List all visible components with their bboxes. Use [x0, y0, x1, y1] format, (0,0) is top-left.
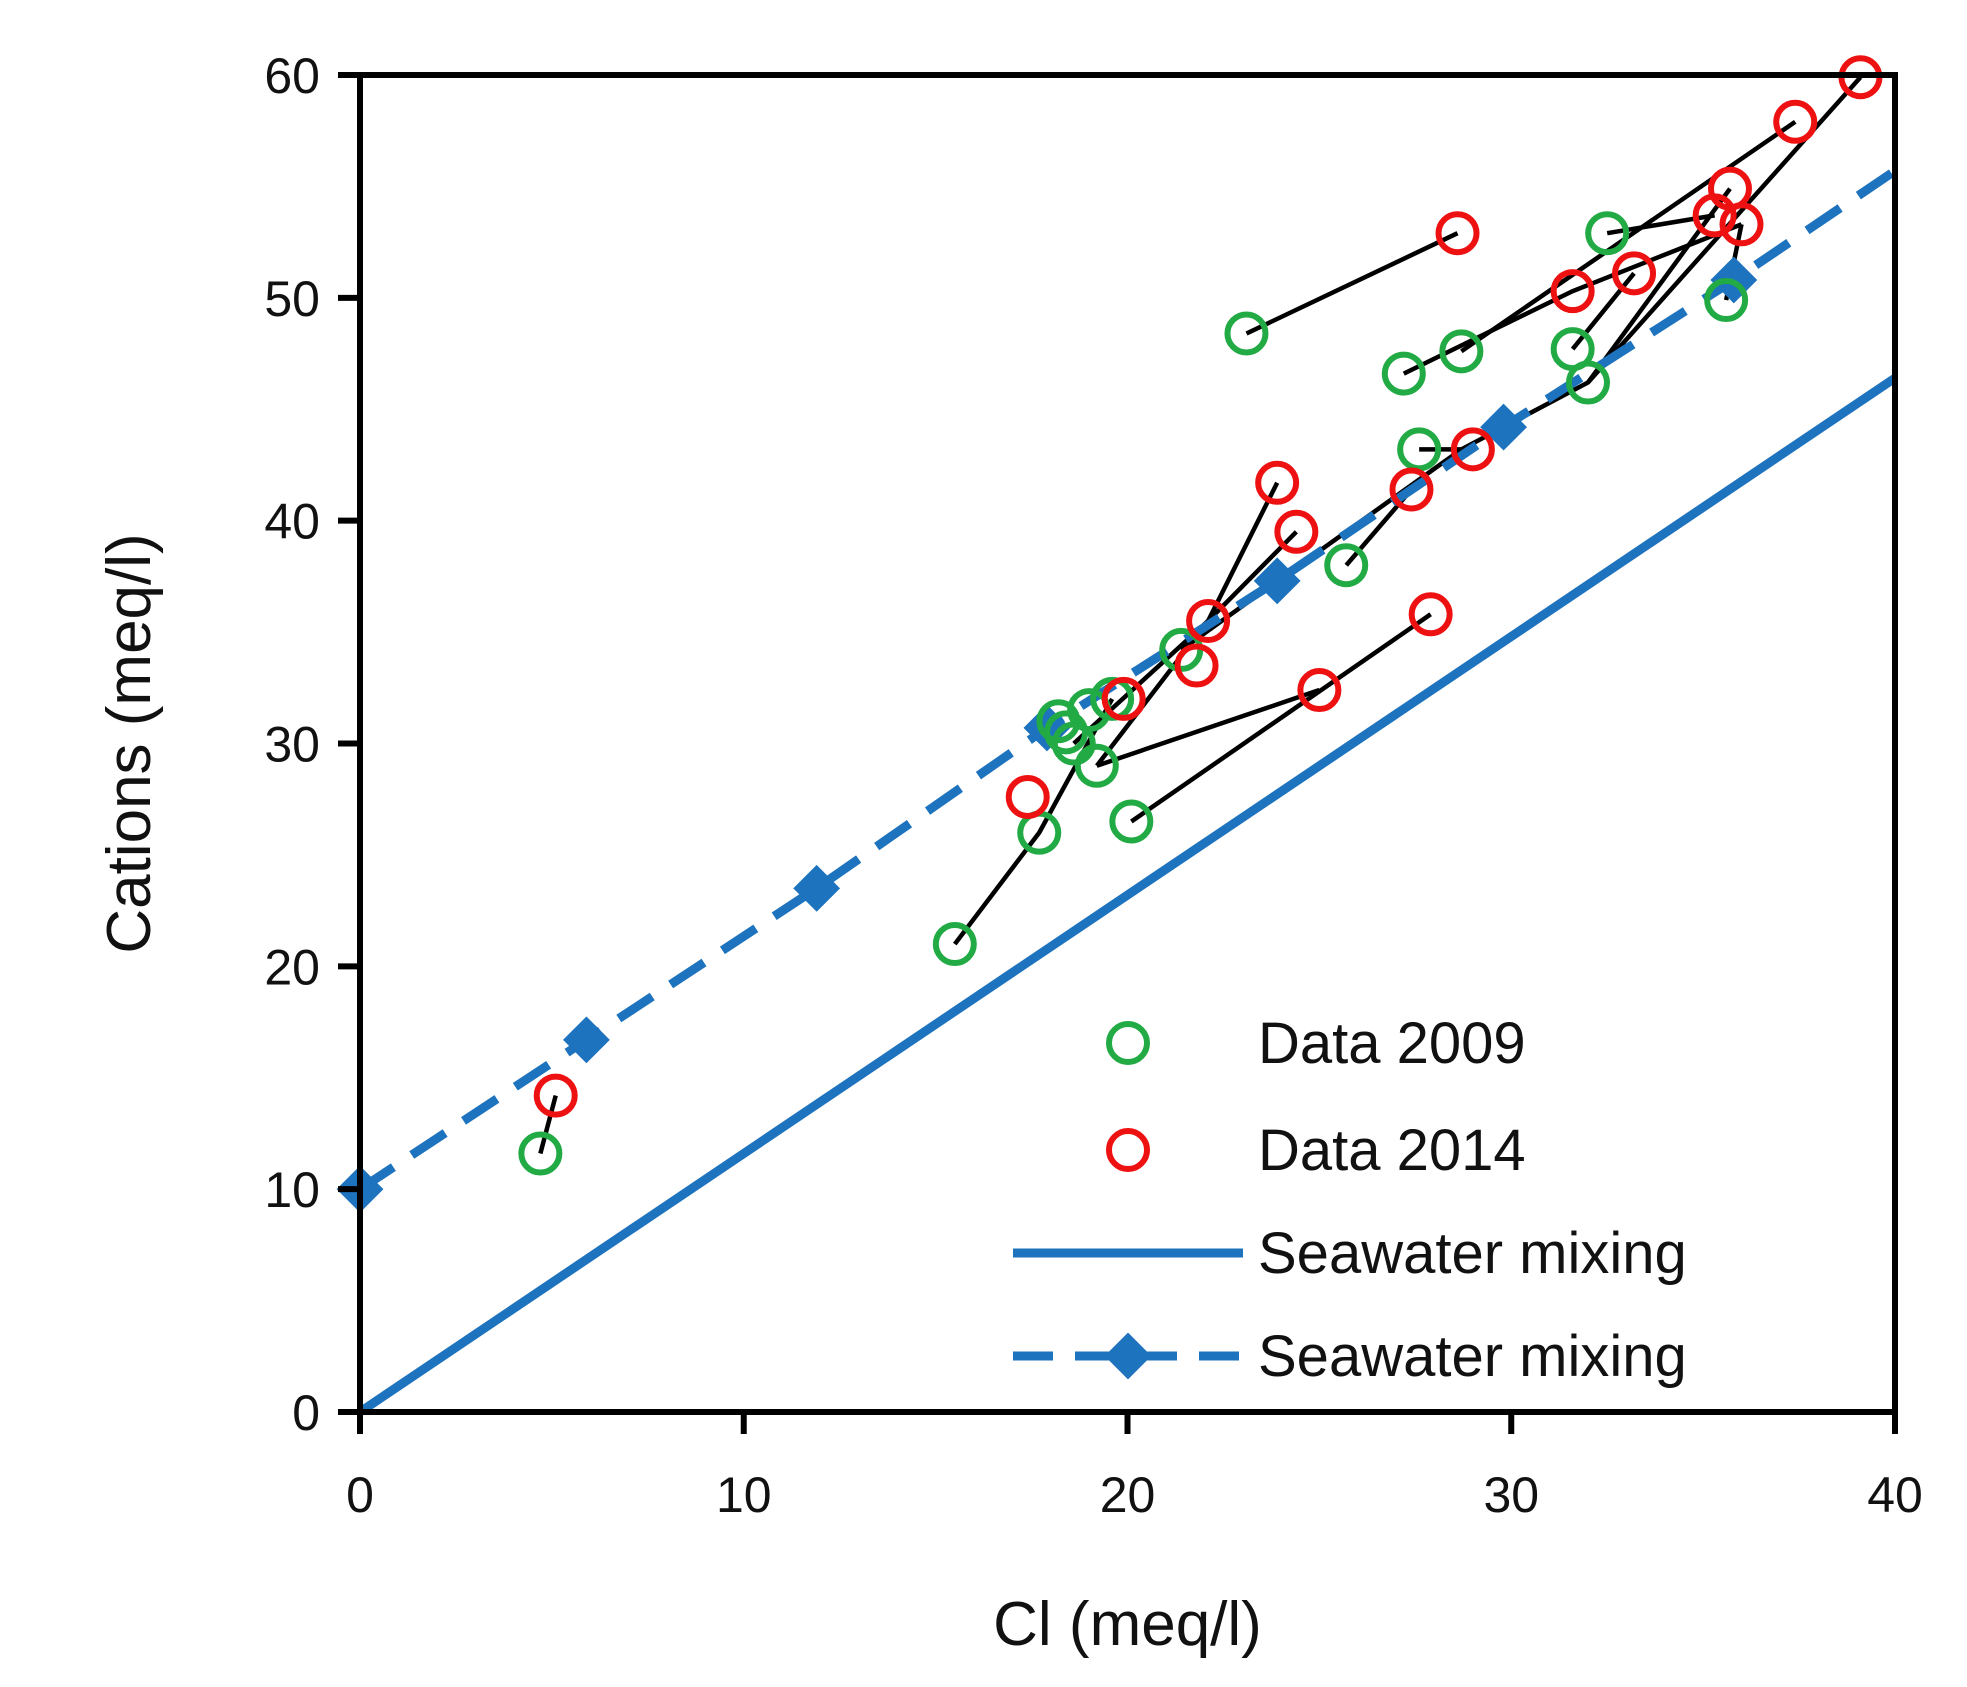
seawater-diamond-marker: [1253, 557, 1301, 605]
x-tick-label: 10: [716, 1467, 772, 1523]
y-tick-label: 60: [264, 48, 320, 104]
data-2014-point: [1612, 251, 1657, 296]
data-2009-point: [1090, 676, 1135, 721]
data-2009-point: [1224, 311, 1269, 356]
data-2014-point: [1773, 99, 1818, 144]
x-tick-label: 0: [346, 1467, 374, 1523]
x-tick-label: 40: [1867, 1467, 1923, 1523]
data-2009-point: [1159, 627, 1204, 672]
legend-circle-marker: [1106, 1021, 1150, 1065]
data-2014-point: [1719, 202, 1764, 247]
data-2014-point: [1274, 509, 1319, 554]
data-2009-point: [1397, 427, 1442, 472]
legend-label: Seawater mixing: [1258, 1324, 1687, 1389]
y-tick-label: 50: [264, 271, 320, 327]
data-2009-point: [1704, 278, 1749, 323]
data-2009-point: [1566, 360, 1610, 405]
legend-diamond-marker: [1104, 1332, 1152, 1380]
data-2014-point: [1101, 676, 1146, 721]
axis-ticks: 0 10 20 30 40 0 10 20 30 40 50 60: [264, 48, 1922, 1523]
y-tick-label: 30: [264, 717, 320, 773]
data-2009-point: [932, 922, 977, 967]
legend-label: Seawater mixing: [1258, 1221, 1687, 1286]
seawater-diamond-marker: [793, 864, 841, 912]
x-tick-label: 20: [1100, 1467, 1156, 1523]
data-2014-point: [1550, 269, 1595, 314]
data-2014-point: [1450, 427, 1495, 472]
data-2009-point: [1109, 799, 1154, 844]
sample-pair-line: [1130, 612, 1432, 824]
data-2014-point: [1255, 460, 1300, 505]
seawater-diamond-marker: [1480, 403, 1527, 451]
sample-pair-line: [1402, 222, 1743, 376]
legend-label: Data 2009: [1258, 1011, 1526, 1076]
data-2014-point: [1297, 668, 1342, 713]
sample-pair-line: [953, 697, 1115, 946]
data-2014-point: [1174, 643, 1219, 688]
legend: Data 2009 Data 2014 Seawater mixing Seawate…: [1013, 1011, 1687, 1389]
data-2014-point: [1186, 598, 1231, 643]
y-axis-title: Cations (meq/l): [95, 533, 164, 953]
data-2009-point: [1585, 211, 1630, 256]
y-tick-label: 10: [264, 1162, 320, 1218]
sample-pair-line: [1096, 687, 1321, 768]
data-2009-point: [1324, 543, 1369, 588]
sample-pair-line: [538, 1095, 558, 1155]
sample-pair-line: [1570, 271, 1636, 351]
pair-lines: [538, 75, 1863, 1155]
data-2014-point: [1435, 211, 1480, 256]
data-2009-point: [518, 1131, 563, 1176]
sample-pair-line: [1586, 187, 1732, 384]
y-tick-label: 20: [264, 939, 320, 995]
data-2009-point: [1381, 351, 1426, 396]
data-2009-point: [1044, 710, 1089, 755]
data-2014-point: [533, 1073, 578, 1118]
x-axis-title: Cl (meq/l): [993, 1590, 1262, 1659]
data-2014-point: [1408, 592, 1453, 637]
seawater-diamond-marker: [562, 1016, 610, 1064]
data-2014-point: [1389, 467, 1434, 512]
y-tick-label: 0: [292, 1385, 320, 1441]
legend-label: Data 2014: [1258, 1118, 1526, 1183]
data-2014-point: [1005, 774, 1050, 819]
seawater-mixing-line: [357, 374, 1898, 1416]
sample-pair-line: [1245, 231, 1459, 336]
legend-circle-marker: [1106, 1128, 1150, 1172]
data-points: [518, 55, 1883, 1176]
data-2009-point: [1439, 329, 1484, 374]
data-2009-point: [1074, 743, 1119, 788]
x-tick-label: 30: [1483, 1467, 1539, 1523]
y-tick-label: 40: [264, 494, 320, 550]
